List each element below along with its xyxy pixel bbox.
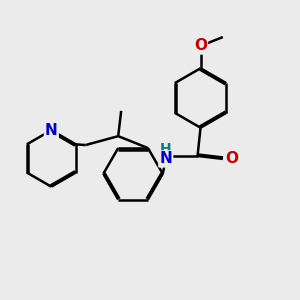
Text: O: O	[225, 152, 238, 166]
Text: H: H	[160, 142, 172, 156]
Text: O: O	[194, 38, 207, 53]
Text: N: N	[159, 152, 172, 166]
Text: N: N	[45, 123, 58, 138]
